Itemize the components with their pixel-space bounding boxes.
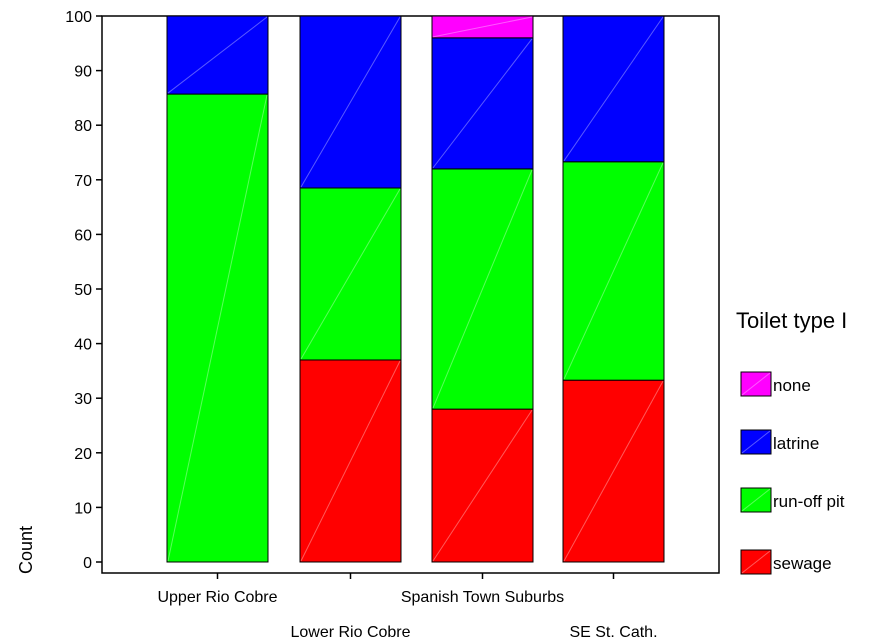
- bars: [166, 15, 665, 563]
- legend: Toilet type I none latrine run-off pit sewa…: [736, 308, 847, 575]
- axes: 0 10 20 30 40 50 60 70 80 90 100 Upper Rio Cobre Low…: [65, 9, 657, 641]
- y-tick-label: 90: [74, 64, 92, 81]
- bar-segment-none: [431, 15, 534, 39]
- x-tick-label: SE St. Cath.: [569, 624, 657, 641]
- legend-swatch: [740, 549, 772, 575]
- bar-segment-sewage: [299, 359, 402, 563]
- legend-swatch: [740, 487, 772, 513]
- y-tick-label: 60: [74, 227, 92, 244]
- legend-item-run-off-pit: run-off pit: [740, 487, 845, 513]
- legend-item-sewage: sewage: [740, 549, 832, 575]
- x-tick-label: Spanish Town Suburbs: [401, 589, 564, 606]
- legend-label: sewage: [773, 554, 832, 573]
- bar-segment-latrine: [431, 37, 534, 170]
- y-tick-label: 40: [74, 337, 92, 354]
- y-tick-label: 20: [74, 446, 92, 463]
- bar-segment-latrine: [299, 15, 402, 189]
- y-tick-label: 30: [74, 391, 92, 408]
- legend-label: latrine: [773, 434, 819, 453]
- x-tick-label: Lower Rio Cobre: [290, 624, 410, 641]
- legend-label: run-off pit: [773, 492, 845, 511]
- legend-item-latrine: latrine: [740, 429, 819, 455]
- y-tick-label: 50: [74, 282, 92, 299]
- y-axis-label: Count: [16, 526, 36, 574]
- bar-segment-latrine: [562, 15, 665, 163]
- bar-segment-sewage: [431, 408, 534, 563]
- legend-swatch: [740, 429, 772, 455]
- y-tick-label: 70: [74, 173, 92, 190]
- legend-swatch: [740, 371, 772, 397]
- y-tick-label: 0: [83, 555, 92, 572]
- y-tick-label: 80: [74, 118, 92, 135]
- bar-segment-run-off-pit: [166, 93, 269, 563]
- y-tick-label: 10: [74, 500, 92, 517]
- bar-segment-run-off-pit: [562, 161, 665, 381]
- bar-segment-sewage: [562, 379, 665, 563]
- x-tick-label: Upper Rio Cobre: [157, 589, 277, 606]
- bar-segment-run-off-pit: [431, 168, 534, 410]
- bar-segment-run-off-pit: [299, 187, 402, 361]
- legend-item-none: none: [740, 371, 811, 397]
- legend-label: none: [773, 376, 811, 395]
- y-tick-label: 100: [65, 9, 92, 26]
- bar-segment-latrine: [166, 15, 269, 95]
- legend-title: Toilet type I: [736, 308, 847, 333]
